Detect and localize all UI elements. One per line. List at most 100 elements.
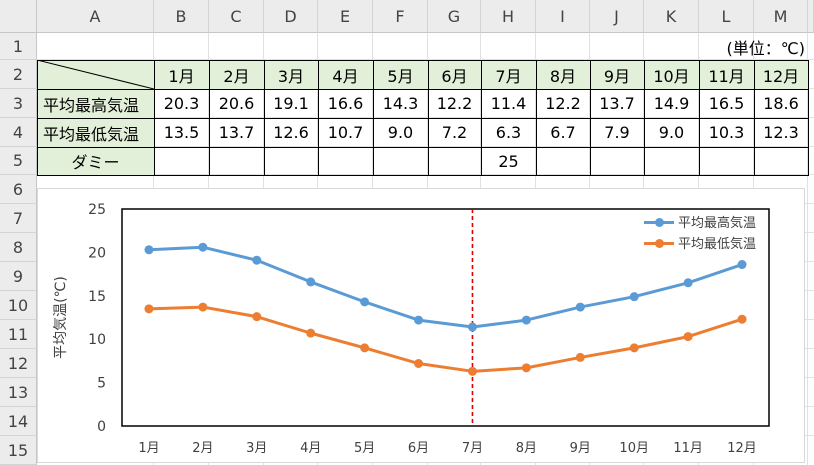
data-point-high[interactable] bbox=[414, 315, 424, 325]
value-cell-high[interactable]: 14.3 bbox=[382, 94, 419, 113]
value-cell-high[interactable]: 14.9 bbox=[653, 94, 690, 113]
data-point-low[interactable] bbox=[252, 312, 262, 322]
data-point-low[interactable] bbox=[467, 366, 477, 376]
data-point-low[interactable] bbox=[198, 302, 208, 312]
row-header-14[interactable]: 14 bbox=[0, 407, 37, 436]
month-header-cell[interactable]: 3月 bbox=[264, 60, 318, 89]
value-cell-high[interactable]: 16.5 bbox=[708, 94, 745, 113]
column-header-m[interactable]: M bbox=[754, 0, 808, 33]
value-cell-low[interactable]: 10.3 bbox=[708, 123, 745, 142]
data-point-high[interactable] bbox=[252, 255, 262, 265]
value-cell-low[interactable]: 13.7 bbox=[218, 123, 255, 142]
column-header-h[interactable]: H bbox=[481, 0, 536, 33]
data-point-high[interactable] bbox=[737, 260, 747, 270]
row-header-8[interactable]: 8 bbox=[0, 233, 37, 262]
data-point-high[interactable] bbox=[144, 245, 154, 255]
row-label-high[interactable]: 平均最高気温 bbox=[37, 89, 154, 118]
column-header-e[interactable]: E bbox=[318, 0, 373, 33]
month-header-cell[interactable]: 9月 bbox=[590, 60, 644, 89]
month-header-cell[interactable]: 4月 bbox=[318, 60, 373, 89]
empty-cell[interactable] bbox=[754, 147, 808, 175]
data-point-low[interactable] bbox=[306, 328, 316, 338]
column-header-i[interactable]: I bbox=[536, 0, 590, 33]
row-header-10[interactable]: 10 bbox=[0, 291, 37, 320]
row-header-13[interactable]: 13 bbox=[0, 378, 37, 407]
row-header-12[interactable]: 12 bbox=[0, 349, 37, 378]
empty-cell[interactable] bbox=[373, 147, 428, 175]
unit-label[interactable]: (単位：℃) bbox=[726, 38, 805, 58]
data-point-low[interactable] bbox=[414, 359, 424, 369]
column-header-j[interactable]: J bbox=[590, 0, 644, 33]
row-header-11[interactable]: 11 bbox=[0, 320, 37, 349]
data-point-high[interactable] bbox=[575, 302, 585, 312]
value-cell-low[interactable]: 6.7 bbox=[550, 123, 576, 142]
month-header-cell[interactable]: 5月 bbox=[373, 60, 428, 89]
value-cell-high[interactable]: 12.2 bbox=[436, 94, 473, 113]
row-header-5[interactable]: 5 bbox=[0, 147, 37, 175]
value-cell-high[interactable]: 18.6 bbox=[763, 94, 799, 113]
data-point-low[interactable] bbox=[360, 343, 370, 353]
month-header-cell[interactable]: 6月 bbox=[428, 60, 481, 89]
row-header-3[interactable]: 3 bbox=[0, 89, 37, 118]
data-point-high[interactable] bbox=[467, 322, 477, 332]
value-cell-high[interactable]: 16.6 bbox=[327, 94, 364, 113]
row-header-7[interactable]: 7 bbox=[0, 204, 37, 233]
data-point-low[interactable] bbox=[683, 332, 693, 342]
empty-cell[interactable] bbox=[699, 147, 754, 175]
column-header-a[interactable]: A bbox=[37, 0, 154, 33]
row-header-2[interactable]: 2 bbox=[0, 60, 37, 89]
value-cell-high[interactable]: 11.4 bbox=[490, 94, 527, 113]
empty-cell[interactable] bbox=[590, 147, 644, 175]
row-header-15[interactable]: 15 bbox=[0, 436, 37, 465]
empty-cell[interactable] bbox=[264, 147, 318, 175]
series-line-high[interactable] bbox=[148, 245, 743, 329]
value-cell-low[interactable]: 6.3 bbox=[495, 123, 522, 142]
data-point-low[interactable] bbox=[629, 343, 639, 353]
series-line-low[interactable] bbox=[148, 305, 743, 373]
value-cell-high[interactable]: 12.2 bbox=[545, 94, 581, 113]
value-cell-low[interactable]: 7.2 bbox=[441, 123, 468, 142]
temperature-chart[interactable]: 0 5 10 15 20 25 1月 2月 3月 4月 5月 6月 7月 8月 9月 10月 11月 12月 平均気… bbox=[37, 188, 805, 463]
empty-cell[interactable] bbox=[536, 147, 590, 175]
row-label-low[interactable]: 平均最低気温 bbox=[37, 118, 154, 147]
month-header-cell[interactable]: 7月 bbox=[481, 60, 536, 89]
data-point-high[interactable] bbox=[629, 292, 639, 302]
month-header-cell[interactable]: 1月 bbox=[154, 60, 209, 89]
value-cell-dummy[interactable]: 25 bbox=[498, 151, 519, 171]
value-cell-low[interactable]: 9.0 bbox=[387, 123, 414, 142]
data-point-low[interactable] bbox=[144, 304, 154, 314]
data-point-high[interactable] bbox=[360, 297, 370, 307]
empty-cell[interactable] bbox=[644, 147, 699, 175]
data-point-low[interactable] bbox=[737, 314, 747, 324]
empty-cell[interactable] bbox=[318, 147, 373, 175]
value-cell-low[interactable]: 7.9 bbox=[604, 123, 630, 142]
data-point-low[interactable] bbox=[575, 352, 585, 362]
empty-cell[interactable] bbox=[428, 147, 481, 175]
value-cell-low[interactable]: 12.6 bbox=[273, 123, 309, 142]
value-cell-low[interactable]: 12.3 bbox=[763, 123, 799, 142]
value-cell-low[interactable]: 13.5 bbox=[163, 123, 200, 142]
data-point-low[interactable] bbox=[521, 363, 531, 373]
row-label-dummy[interactable]: ダミー bbox=[37, 147, 154, 175]
row-header-1[interactable]: 1 bbox=[0, 33, 37, 60]
chart-legend[interactable]: 平均最高気温 平均最低気温 bbox=[643, 211, 756, 253]
column-header-b[interactable]: B bbox=[154, 0, 209, 33]
column-header-k[interactable]: K bbox=[644, 0, 699, 33]
column-header-f[interactable]: F bbox=[373, 0, 428, 33]
column-header-c[interactable]: C bbox=[209, 0, 264, 33]
row-header-4[interactable]: 4 bbox=[0, 118, 37, 147]
row-header-6[interactable]: 6 bbox=[0, 175, 37, 204]
data-point-high[interactable] bbox=[306, 277, 316, 287]
month-header-cell[interactable]: 10月 bbox=[644, 60, 699, 89]
month-header-cell[interactable]: 2月 bbox=[209, 60, 264, 89]
column-header-g[interactable]: G bbox=[428, 0, 481, 33]
row-header-9[interactable]: 9 bbox=[0, 262, 37, 291]
value-cell-low[interactable]: 10.7 bbox=[327, 123, 364, 142]
value-cell-high[interactable]: 19.1 bbox=[273, 94, 309, 113]
empty-cell[interactable] bbox=[154, 147, 209, 175]
month-header-cell[interactable]: 11月 bbox=[699, 60, 754, 89]
data-point-high[interactable] bbox=[683, 278, 693, 288]
data-point-high[interactable] bbox=[198, 242, 208, 252]
empty-cell[interactable] bbox=[209, 147, 264, 175]
column-header-d[interactable]: D bbox=[264, 0, 318, 33]
